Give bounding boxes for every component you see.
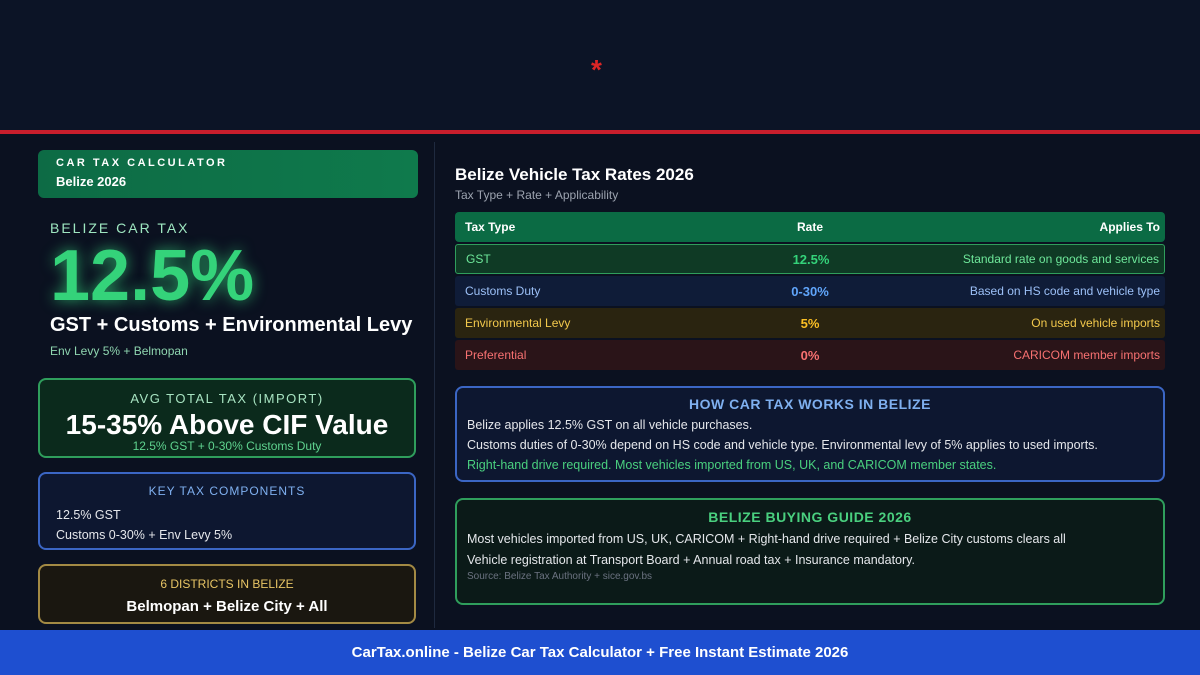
applies-to-cell: Standard rate on goods and services xyxy=(962,252,1159,266)
tax-type-cell: GST xyxy=(466,252,491,266)
tax-type-cell: Preferential xyxy=(465,348,527,362)
how-it-works-line: Belize applies 12.5% GST on all vehicle … xyxy=(467,418,753,432)
hero-tax-rate: 12.5% xyxy=(50,236,255,316)
table-row: Environmental Levy 5% On used vehicle im… xyxy=(455,308,1165,338)
districts-value: Belmopan + Belize City + All xyxy=(126,598,328,615)
tax-type-cell: Environmental Levy xyxy=(465,316,571,330)
hero-note: Env Levy 5% + Belmopan xyxy=(50,344,188,358)
applies-to-cell: Based on HS code and vehicle type xyxy=(969,284,1160,298)
districts-card: 6 DISTRICTS IN BELIZE Belmopan + Belize … xyxy=(38,564,416,624)
panel-divider xyxy=(434,142,435,628)
source-note: Source: Belize Tax Authority + sice.gov.… xyxy=(467,571,653,582)
avg-total-tax-card: AVG TOTAL TAX (IMPORT) 15-35% Above CIF … xyxy=(38,378,416,458)
red-asterisk-mark: * xyxy=(591,54,602,85)
table-row: Customs Duty 0-30% Based on HS code and … xyxy=(455,276,1165,306)
rate-cell: 0% xyxy=(800,347,820,363)
key-components-label: KEY TAX COMPONENTS xyxy=(148,484,306,498)
applies-to-cell: CARICOM member imports xyxy=(1013,348,1160,362)
rates-subtitle: Tax Type + Rate + Applicability xyxy=(455,188,619,202)
avg-tax-label: AVG TOTAL TAX (IMPORT) xyxy=(130,391,324,406)
key-components-card: KEY TAX COMPONENTS 12.5% GST Customs 0-3… xyxy=(38,472,416,550)
key-component-line: Customs 0-30% + Env Levy 5% xyxy=(56,528,233,542)
rate-cell: 0-30% xyxy=(791,283,829,299)
rate-cell: 12.5% xyxy=(792,251,830,267)
table-row: Preferential 0% CARICOM member imports xyxy=(455,340,1165,370)
hero-label: BELIZE CAR TAX xyxy=(50,220,190,236)
column-header-applies-to: Applies To xyxy=(1099,220,1160,234)
districts-label: 6 DISTRICTS IN BELIZE xyxy=(160,577,294,591)
brand-subtitle: Belize 2026 xyxy=(56,174,127,189)
column-header-tax-type: Tax Type xyxy=(465,220,516,234)
rate-cell: 5% xyxy=(800,315,820,331)
footer-text[interactable]: CarTax.online - Belize Car Tax Calculato… xyxy=(351,644,849,661)
buying-guide-line: Most vehicles imported from US, UK, CARI… xyxy=(467,532,1066,546)
how-it-works-title: HOW CAR TAX WORKS IN BELIZE xyxy=(689,396,931,412)
buying-guide-card: BELIZE BUYING GUIDE 2026 Most vehicles i… xyxy=(455,498,1165,605)
brand-title: CAR TAX CALCULATOR xyxy=(56,157,228,169)
table-row: GST 12.5% Standard rate on goods and ser… xyxy=(455,244,1165,274)
how-it-works-card: HOW CAR TAX WORKS IN BELIZE Belize appli… xyxy=(455,386,1165,482)
buying-guide-line: Vehicle registration at Transport Board … xyxy=(467,553,915,567)
avg-tax-note: 12.5% GST + 0-30% Customs Duty xyxy=(132,439,322,453)
table-header: Tax Type Rate Applies To xyxy=(455,212,1165,242)
applies-to-cell: On used vehicle imports xyxy=(1031,316,1160,330)
top-banner: * xyxy=(0,0,1200,130)
brand-badge: CAR TAX CALCULATOR Belize 2026 xyxy=(38,150,418,198)
red-divider-line xyxy=(0,130,1200,134)
column-header-rate: Rate xyxy=(796,220,823,234)
footer-banner[interactable]: CarTax.online - Belize Car Tax Calculato… xyxy=(0,630,1200,675)
how-it-works-line: Right-hand drive required. Most vehicles… xyxy=(467,458,997,472)
buying-guide-title: BELIZE BUYING GUIDE 2026 xyxy=(708,509,912,525)
avg-tax-value: 15-35% Above CIF Value xyxy=(65,409,389,440)
how-it-works-line: Customs duties of 0-30% depend on HS cod… xyxy=(467,438,1098,452)
rates-title: Belize Vehicle Tax Rates 2026 xyxy=(455,165,694,184)
hero-caption: GST + Customs + Environmental Levy xyxy=(50,314,413,336)
tax-rates-table: Tax Type Rate Applies To GST 12.5% Stand… xyxy=(455,212,1165,370)
tax-type-cell: Customs Duty xyxy=(465,284,541,298)
key-component-line: 12.5% GST xyxy=(56,508,121,522)
